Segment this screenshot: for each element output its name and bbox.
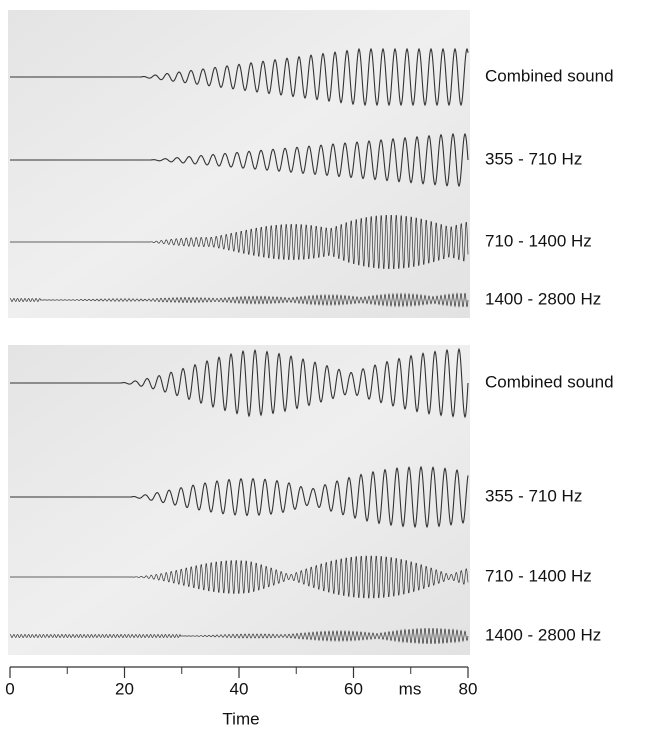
axis-unit: ms [399,679,422,698]
trace-label: 710 - 1400 Hz [485,231,592,250]
waveform [10,347,469,419]
trace-label: 1400 - 2800 Hz [485,289,601,308]
waveform [10,555,469,599]
waveform [10,47,469,107]
x-tick-label: 0 [5,679,14,698]
trace-label: 355 - 710 Hz [485,149,582,168]
trace-label: Combined sound [485,372,614,391]
trace-label: Combined sound [485,66,614,85]
x-tick-label: 40 [230,679,249,698]
waveform [10,132,469,188]
x-tick-label: 80 [459,679,478,698]
trace-label: 355 - 710 Hz [485,486,582,505]
x-tick-label: 20 [115,679,134,698]
x-tick-label: 60 [344,679,363,698]
trace-label: 1400 - 2800 Hz [485,625,601,644]
waveform [9,628,469,644]
waveform [9,292,469,308]
panel-background [8,10,470,318]
trace-label: 710 - 1400 Hz [485,566,592,585]
axis-title: Time [222,709,259,728]
waveform [10,215,469,269]
waveform [10,465,469,529]
